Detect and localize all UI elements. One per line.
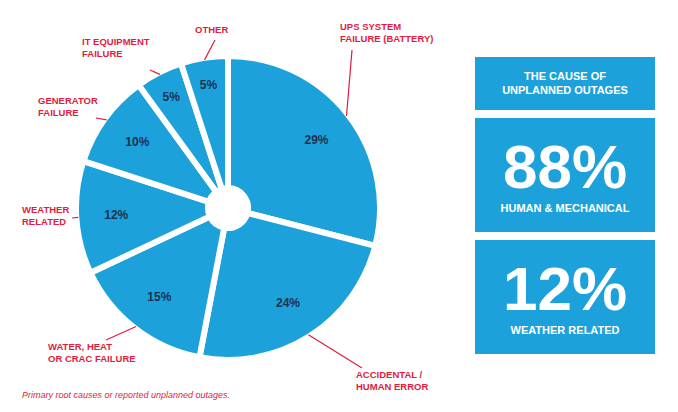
leader-line — [106, 327, 136, 340]
data-label: 12% — [104, 208, 128, 222]
label-line: FAILURE — [38, 107, 79, 118]
leader-line — [96, 118, 107, 120]
caption: Primary root causes or reported unplanne… — [22, 390, 230, 400]
summary-value: 88% — [503, 132, 627, 201]
summary-heading: THE CAUSE OF UNPLANNED OUTAGES — [502, 70, 628, 96]
summary-label: WEATHER RELATED — [511, 324, 620, 336]
label-line: ACCIDENTAL / — [356, 369, 423, 380]
summary-value: 12% — [503, 254, 627, 323]
category-label: GENERATORFAILURE — [38, 95, 98, 118]
slices — [76, 56, 380, 360]
label-line: HUMAN ERROR — [356, 381, 428, 392]
data-label: 24% — [276, 296, 300, 310]
label-line: IT EQUIPMENT — [82, 36, 150, 47]
leader-line — [72, 217, 78, 219]
summary: THE CAUSE OF UNPLANNED OUTAGES 88%HUMAN & … — [475, 57, 655, 354]
pie: 29% 24% 15% 12% 10% 5% 5% — [76, 56, 380, 360]
label-line: GENERATOR — [38, 95, 98, 106]
category-label: IT EQUIPMENTFAILURE — [82, 36, 150, 59]
data-label: 15% — [147, 290, 171, 304]
label-line: RELATED — [22, 216, 66, 227]
leader-line — [150, 70, 160, 74]
label-line: UNPLANNED OUTAGES — [502, 84, 628, 96]
label-line: WATER, HEAT — [48, 341, 112, 352]
category-label: ACCIDENTAL /HUMAN ERROR — [356, 369, 428, 392]
leader-line — [205, 40, 215, 60]
chart: 29%24%15%12%10%5%5%UPS SYSTEMFAILURE (BA… — [0, 0, 678, 412]
label-line: OR CRAC FAILURE — [48, 353, 136, 364]
label-line: FAILURE (BATTERY) — [340, 33, 433, 44]
category-label: OTHER — [195, 24, 228, 35]
data-labels: 29% 24% 15% 12% 10% 5% 5% — [104, 78, 329, 310]
data-label: 10% — [125, 135, 149, 149]
data-label: 29% — [304, 133, 328, 147]
label-line: OTHER — [195, 24, 228, 35]
summary-box — [475, 240, 655, 354]
label-line: UPS SYSTEM — [340, 21, 401, 32]
leader-line — [347, 50, 352, 116]
data-label: 5% — [163, 90, 181, 104]
data-label: 5% — [200, 78, 218, 92]
summary-box — [475, 118, 655, 232]
leader-line — [308, 335, 362, 368]
category-label: UPS SYSTEMFAILURE (BATTERY) — [340, 21, 433, 44]
slice — [181, 56, 228, 189]
heading-box — [475, 57, 655, 110]
label-line: FAILURE — [82, 48, 123, 59]
summary-label: HUMAN & MECHANICAL — [501, 202, 630, 214]
category-label: WEATHERRELATED — [22, 204, 69, 227]
label-line: WEATHER — [22, 204, 69, 215]
label-line: THE CAUSE OF — [524, 70, 606, 82]
category-labels: UPS SYSTEMFAILURE (BATTERY) ACCIDENTAL /H… — [22, 21, 433, 392]
category-label: WATER, HEATOR CRAC FAILURE — [48, 341, 136, 364]
